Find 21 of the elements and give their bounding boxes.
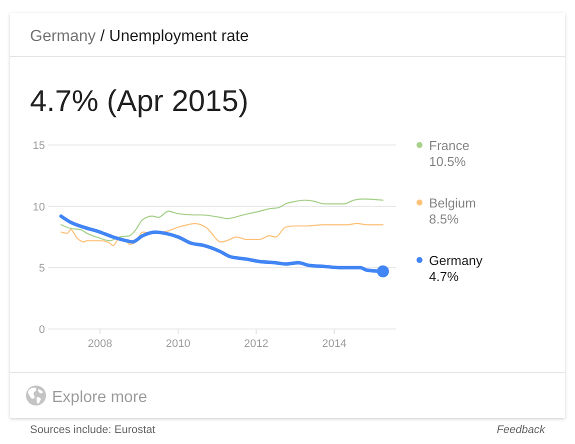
line-series	[60, 198, 384, 242]
line-series	[60, 222, 384, 246]
text: Explore more	[52, 389, 148, 406]
x-tick-label: 2008	[88, 338, 112, 350]
chart-subtitle: 4.7% (Apr 2015)	[30, 85, 248, 118]
source-note: Sources include: Eurostat	[30, 424, 156, 436]
y-tick-label: 10	[32, 201, 45, 214]
y-tick-label: 0	[38, 324, 45, 336]
text: Feedback	[496, 424, 546, 436]
text: 8.5%	[429, 212, 460, 226]
legend-label: France	[429, 138, 470, 153]
text: 4.7%	[429, 269, 460, 284]
legend-label: Belgium	[429, 196, 476, 210]
x-tick-label: 2012	[244, 338, 268, 350]
y-tick-label: 5	[38, 262, 45, 275]
x-tick-label: 2010	[166, 338, 190, 350]
x-tick-label: 2014	[322, 338, 347, 350]
y-tick-label: 15	[32, 140, 45, 152]
text: 10.5%	[429, 154, 466, 169]
legend-label: Germany	[429, 253, 483, 268]
chart-title: Germany / Unemployment rate	[30, 28, 249, 45]
